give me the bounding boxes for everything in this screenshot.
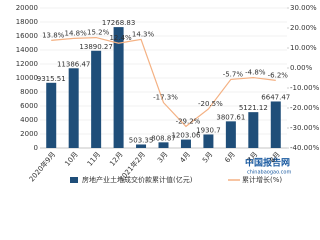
- line-value-label: 15.2%: [87, 29, 110, 37]
- bar: [158, 142, 169, 148]
- bar: [225, 121, 236, 148]
- line-value-label: -4.8%: [245, 69, 266, 77]
- line-value-label: -20.5%: [198, 100, 223, 108]
- bar-value-label: 13890.27: [79, 43, 112, 51]
- bar: [91, 50, 102, 148]
- bar-value-label: 503.35: [129, 136, 154, 144]
- line-value-label: -17.3%: [153, 94, 178, 102]
- line-value-label: -5.7%: [223, 70, 244, 78]
- line-value-label: 13.8%: [42, 31, 65, 39]
- legend-label: 累计增长(%): [242, 175, 282, 184]
- bar-value-label: 17268.83: [102, 19, 135, 27]
- x-tick-label: 2020年9月: [27, 150, 57, 184]
- bar: [113, 27, 124, 148]
- y-tick-label: 0: [34, 144, 38, 152]
- x-tick-label: 3月: [156, 150, 170, 164]
- x-tick-label: 5月: [201, 150, 215, 164]
- y2-tick-label: -10.00%: [290, 84, 320, 92]
- x-tick-label: 12月: [108, 150, 124, 167]
- line-value-label: 14.8%: [65, 29, 88, 37]
- line-value-label: -29.2%: [176, 117, 201, 125]
- bar: [248, 112, 259, 148]
- y-tick-label: 2000: [20, 130, 38, 138]
- y-tick-label: 8000: [20, 88, 38, 96]
- bar-value-label: 1930.7: [196, 126, 221, 134]
- y2-tick-label: 10.00%: [290, 44, 317, 52]
- y2-tick-label: 20.00%: [290, 24, 317, 32]
- bar-value-label: 3807.61: [216, 113, 245, 121]
- watermark-url: chinabaogao.com: [247, 170, 291, 176]
- bar: [68, 68, 79, 148]
- bar-value-label: 11386.47: [57, 60, 90, 68]
- y2-tick-label: -20.00%: [290, 104, 320, 112]
- x-tick-label: 10月: [63, 150, 79, 167]
- watermark: 中国报告网: [245, 157, 290, 169]
- y-tick-label: 12000: [16, 60, 38, 68]
- bar-value-label: 5121.12: [239, 104, 268, 112]
- y2-tick-label: -40.00%: [290, 144, 320, 152]
- y-tick-label: 16000: [16, 32, 38, 40]
- bar-value-label: 808.87: [151, 134, 176, 142]
- y-tick-label: 10000: [16, 74, 38, 82]
- y-tick-label: 18000: [16, 18, 38, 26]
- line: [51, 36, 276, 128]
- x-tick-label: 6月: [223, 150, 237, 164]
- y2-tick-label: -30.00%: [290, 124, 320, 132]
- line-value-label: 14.3%: [132, 30, 155, 38]
- bar-value-label: 9315.51: [37, 75, 66, 83]
- y2-tick-label: 30.00%: [290, 4, 317, 12]
- bar: [203, 134, 214, 148]
- legend-swatch: [70, 177, 78, 183]
- y-tick-label: 20000: [16, 4, 38, 12]
- chart: 中国报告网 chinabaogao.com 0 2000 4000 6000 8000 1…: [16, 4, 320, 184]
- y-tick-label: 4000: [20, 116, 38, 124]
- legend-label: 房地产业土地成交价款累计值(亿元): [82, 175, 193, 184]
- y-tick-label: 14000: [16, 46, 38, 54]
- line-value-label: 12.4%: [109, 34, 132, 42]
- y-tick-label: 6000: [20, 102, 38, 110]
- bar-value-label: 1203.06: [171, 132, 200, 140]
- x-tick-label: 11月: [86, 150, 102, 167]
- bar: [136, 144, 147, 148]
- bar-value-label: 6647.47: [261, 93, 290, 101]
- line-value-label: -6.2%: [268, 71, 289, 79]
- y2-tick-label: 0.00%: [290, 64, 313, 72]
- x-tick-label: 4月: [179, 150, 193, 164]
- bar: [180, 139, 191, 148]
- bar: [46, 82, 57, 148]
- bar: [270, 101, 281, 148]
